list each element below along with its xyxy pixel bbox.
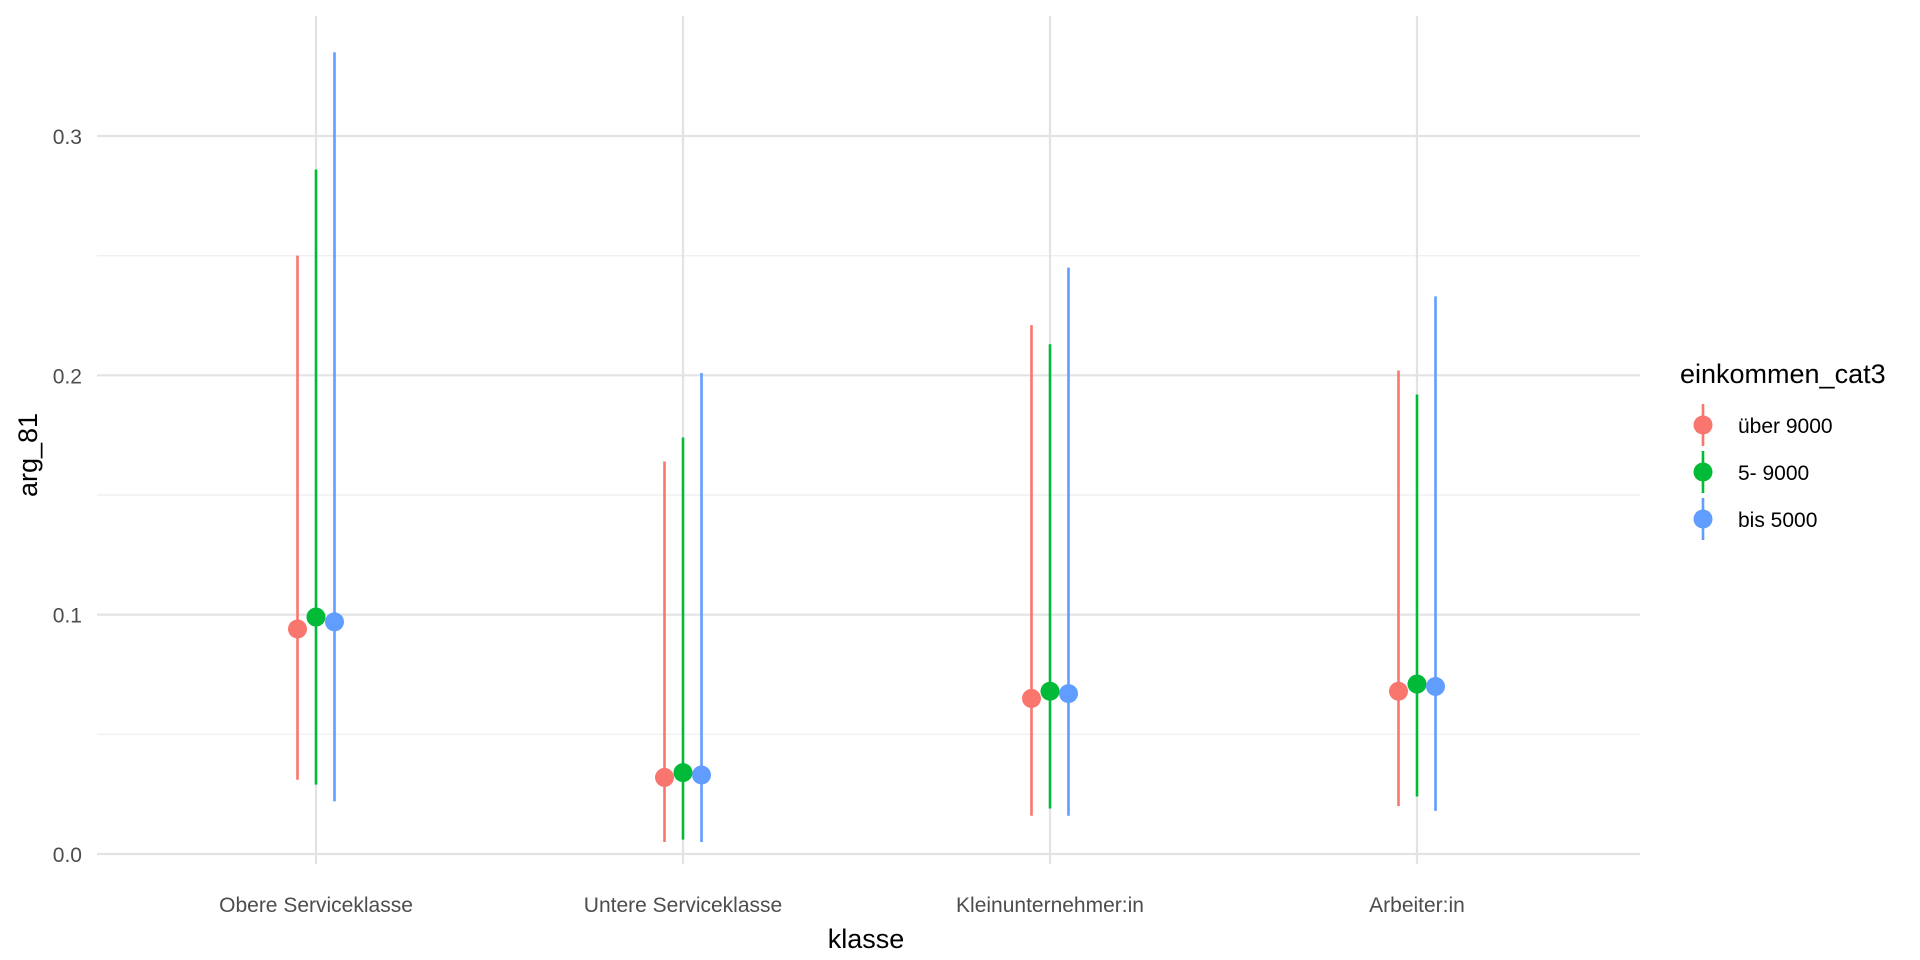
y-tick-label: 0.0 [53, 844, 82, 867]
x-tick-label: Arbeiter:in [1369, 894, 1465, 917]
x-axis-title: klasse [828, 924, 905, 954]
data-point [306, 607, 326, 627]
data-point [673, 763, 693, 783]
legend-label: 5- 9000 [1738, 462, 1809, 485]
y-axis-title: arg_81 [13, 413, 43, 497]
legend-title: einkommen_cat3 [1680, 359, 1886, 389]
legend-label: bis 5000 [1738, 509, 1817, 532]
y-tick-label: 0.2 [53, 365, 82, 388]
y-tick-label: 0.1 [53, 605, 82, 628]
data-point [655, 767, 674, 787]
y-tick-labels: 0.0 0.1 0.2 0.3 [53, 126, 82, 867]
data-point [325, 612, 344, 632]
legend-key-point [1693, 462, 1713, 482]
data-point [1059, 684, 1078, 704]
data-point [1040, 681, 1060, 701]
y-tick-label: 0.3 [53, 126, 82, 149]
data-point [692, 765, 711, 785]
grid-lines [97, 16, 1640, 864]
data-point [288, 619, 307, 639]
data-point [1426, 676, 1445, 696]
data-point [1389, 681, 1408, 701]
data-point [1407, 674, 1427, 694]
x-tick-label: Obere Serviceklasse [219, 894, 413, 917]
x-tick-label: Kleinunternehmer:in [956, 894, 1144, 917]
legend-key-point [1693, 415, 1713, 435]
legend: einkommen_cat3 über 9000 5- 9000 bis 5000 [1680, 359, 1886, 540]
x-tick-labels: Obere Serviceklasse Untere Serviceklasse K… [219, 894, 1465, 917]
legend-label: über 9000 [1738, 415, 1833, 438]
chart-marks [288, 52, 1445, 843]
legend-key-point [1693, 509, 1713, 529]
x-tick-label: Untere Serviceklasse [584, 894, 782, 917]
data-point [1022, 688, 1041, 708]
